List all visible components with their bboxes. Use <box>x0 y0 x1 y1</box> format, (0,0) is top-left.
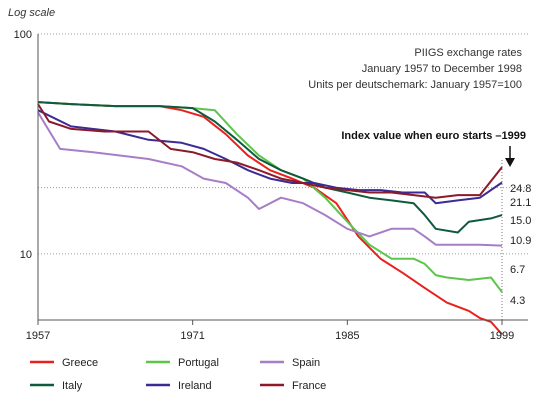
x-tick-label: 1999 <box>490 330 514 342</box>
end-label-france: 24.8 <box>510 183 531 195</box>
annotation-arrow-head <box>505 158 515 167</box>
legend-label-portugal: Portugal <box>178 357 219 369</box>
end-label-spain: 10.9 <box>510 235 531 247</box>
end-label-italy: 15.0 <box>510 215 531 227</box>
note-line: Units per deutschemark: January 1957=100 <box>308 79 522 91</box>
end-label-ireland: 21.1 <box>510 197 531 209</box>
legend-label-ireland: Ireland <box>178 380 212 392</box>
x-tick-label: 1957 <box>26 330 50 342</box>
annotation-text: Index value when euro starts –1999 <box>341 130 526 142</box>
series-layer <box>37 101 503 336</box>
axis-layer: 100 10 1957 1971 1985 1999 <box>14 29 528 342</box>
x-tick-label: 1971 <box>180 330 204 342</box>
note-line: January 1957 to December 1998 <box>362 63 522 75</box>
end-labels: 4.3 6.7 10.9 15.0 21.1 24.8 <box>510 183 531 307</box>
annotation: Index value when euro starts –1999 <box>341 130 526 167</box>
y-tick-label: 100 <box>14 29 32 41</box>
series-line-italy <box>37 101 503 234</box>
series-line-france <box>37 103 503 199</box>
end-label-greece: 4.3 <box>510 295 525 307</box>
series-line-spain <box>37 111 503 247</box>
notes: PIIGS exchange rates January 1957 to Dece… <box>308 47 522 91</box>
legend-label-greece: Greece <box>62 357 98 369</box>
scale-label: Log scale <box>8 7 55 19</box>
grid-layer <box>38 33 528 320</box>
y-tick-label: 10 <box>20 249 32 261</box>
legend-label-france: France <box>292 380 326 392</box>
note-line: PIIGS exchange rates <box>414 47 522 59</box>
legend-label-italy: Italy <box>62 380 83 392</box>
legend-label-spain: Spain <box>292 357 320 369</box>
legend: Greece Portugal Spain Italy Ireland France <box>30 357 326 392</box>
x-tick-label: 1985 <box>335 330 359 342</box>
series-line-ireland <box>37 109 503 205</box>
end-label-portugal: 6.7 <box>510 264 525 276</box>
